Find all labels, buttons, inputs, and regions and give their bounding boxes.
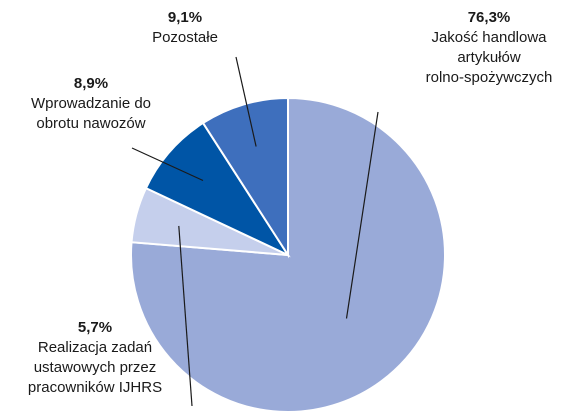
- leader-line: [131, 147, 204, 182]
- leader-line: [235, 56, 257, 147]
- slice-value-label: 8,9%: [73, 75, 109, 92]
- slice-category-label: Realizacja zadań ustawowych przez pracow…: [27, 339, 163, 396]
- slice-label-jakosc-handlowa: 76,3% Jakość handlowa artykułów rolno-sp…: [394, 8, 566, 88]
- slice-nawozy: [144, 121, 291, 258]
- slice-value-label: 5,7%: [77, 319, 113, 336]
- slice-label-pozostale: 9,1% Pozostałe: [115, 8, 255, 48]
- leader-line: [345, 111, 379, 319]
- slice-label-ijhrs: 5,7% Realizacja zadań ustawowych przez p…: [10, 318, 180, 398]
- slice-pozostale: [201, 96, 289, 259]
- slice-label-nawozy: 8,9% Wprowadzanie do obrotu nawozów: [6, 74, 176, 134]
- slice-category-label: Jakość handlowa artykułów rolno-spożywcz…: [425, 29, 553, 86]
- slice-value-label: 76,3%: [467, 9, 511, 26]
- leader-line: [178, 225, 193, 407]
- slice-category-label: Pozostałe: [152, 29, 218, 46]
- slice-category-label: Wprowadzanie do obrotu nawozów: [30, 95, 152, 132]
- slice-value-label: 9,1%: [167, 9, 203, 26]
